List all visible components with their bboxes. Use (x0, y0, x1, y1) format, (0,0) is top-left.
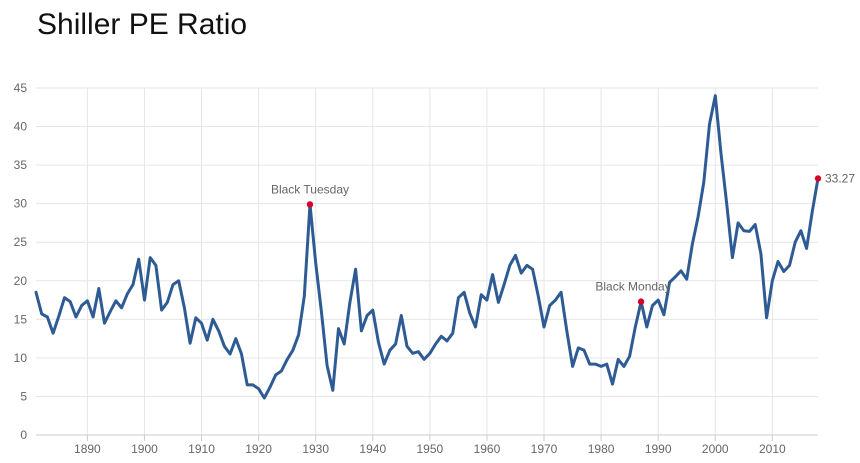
y-tick-label: 25 (14, 235, 28, 249)
annotations: Black Tuesday Black Monday 33.27 (271, 171, 855, 293)
highlight-point (306, 201, 314, 208)
annotation-label: Black Tuesday (271, 182, 349, 196)
y-tick-label: 35 (14, 158, 28, 172)
x-tick-label: 1980 (588, 442, 615, 456)
y-tick-label: 40 (14, 120, 28, 134)
x-tick-label: 1910 (188, 442, 215, 456)
x-tick-label: 1900 (131, 442, 158, 456)
y-tick-label: 0 (20, 428, 27, 442)
y-tick-label: 20 (14, 274, 28, 288)
highlight-markers (306, 175, 822, 305)
x-tick-label: 2000 (702, 442, 729, 456)
annotation-label: 33.27 (825, 171, 855, 185)
chart-title: Shiller PE Ratio (37, 8, 248, 41)
x-tick-label: 1970 (531, 442, 558, 456)
y-axis-ticks: 0 5 10 15 20 25 30 35 40 45 (14, 81, 28, 442)
x-axis-ticks: 1890 1900 1910 1920 1930 1940 1950 1960 1970 1980… (74, 442, 786, 456)
y-tick-label: 30 (14, 197, 28, 211)
annotation-label: Black Monday (595, 280, 670, 294)
y-tick-label: 10 (14, 351, 28, 365)
pe-ratio-line (34, 94, 820, 400)
highlight-point (637, 298, 645, 305)
x-tick-label: 1960 (474, 442, 501, 456)
x-tick-label: 2010 (759, 442, 786, 456)
highlight-point (814, 175, 822, 182)
y-tick-label: 15 (14, 312, 28, 326)
x-tick-label: 1920 (245, 442, 272, 456)
y-tick-label: 5 (20, 389, 27, 403)
x-tick-label: 1890 (74, 442, 101, 456)
x-tick-label: 1950 (417, 442, 444, 456)
x-tick-label: 1990 (645, 442, 672, 456)
x-tick-label: 1940 (359, 442, 386, 456)
x-tick-label: 1930 (302, 442, 329, 456)
y-tick-label: 45 (14, 81, 28, 95)
grid-lines (36, 87, 818, 441)
